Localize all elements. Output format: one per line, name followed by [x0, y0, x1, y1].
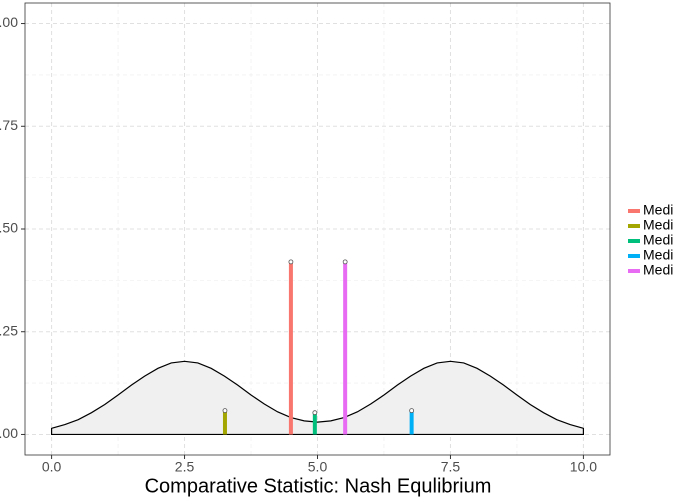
x-tick-label: 10.0 — [570, 459, 597, 475]
legend-label: Medi — [643, 202, 673, 218]
segment-tip — [409, 408, 415, 414]
y-tick-label: 0.50 — [0, 220, 18, 236]
x-tick-label: 7.5 — [441, 459, 461, 475]
y-tick-label: 1.00 — [0, 14, 18, 30]
segment-tip — [222, 408, 228, 414]
y-tick-label: 0.00 — [0, 425, 18, 441]
legend-label: Medi — [643, 247, 673, 263]
legend-label: Medi — [643, 232, 673, 248]
legend-label: Medi — [643, 217, 673, 233]
segment-tip — [312, 410, 318, 416]
segment-tip — [288, 259, 294, 265]
x-tick-label: 5.0 — [308, 459, 328, 475]
panel-border — [24, 2, 611, 456]
density-area — [50, 360, 585, 436]
x-tick-label: 0.0 — [42, 459, 62, 475]
x-tick-label: 2.5 — [175, 459, 195, 475]
y-tick-label: 0.25 — [0, 322, 18, 338]
legend-label: Medi — [643, 262, 673, 278]
segment-tip — [342, 259, 348, 265]
x-axis-title: Comparative Statistic: Nash Equlibrium — [145, 475, 492, 497]
y-tick-label: 0.75 — [0, 117, 18, 133]
